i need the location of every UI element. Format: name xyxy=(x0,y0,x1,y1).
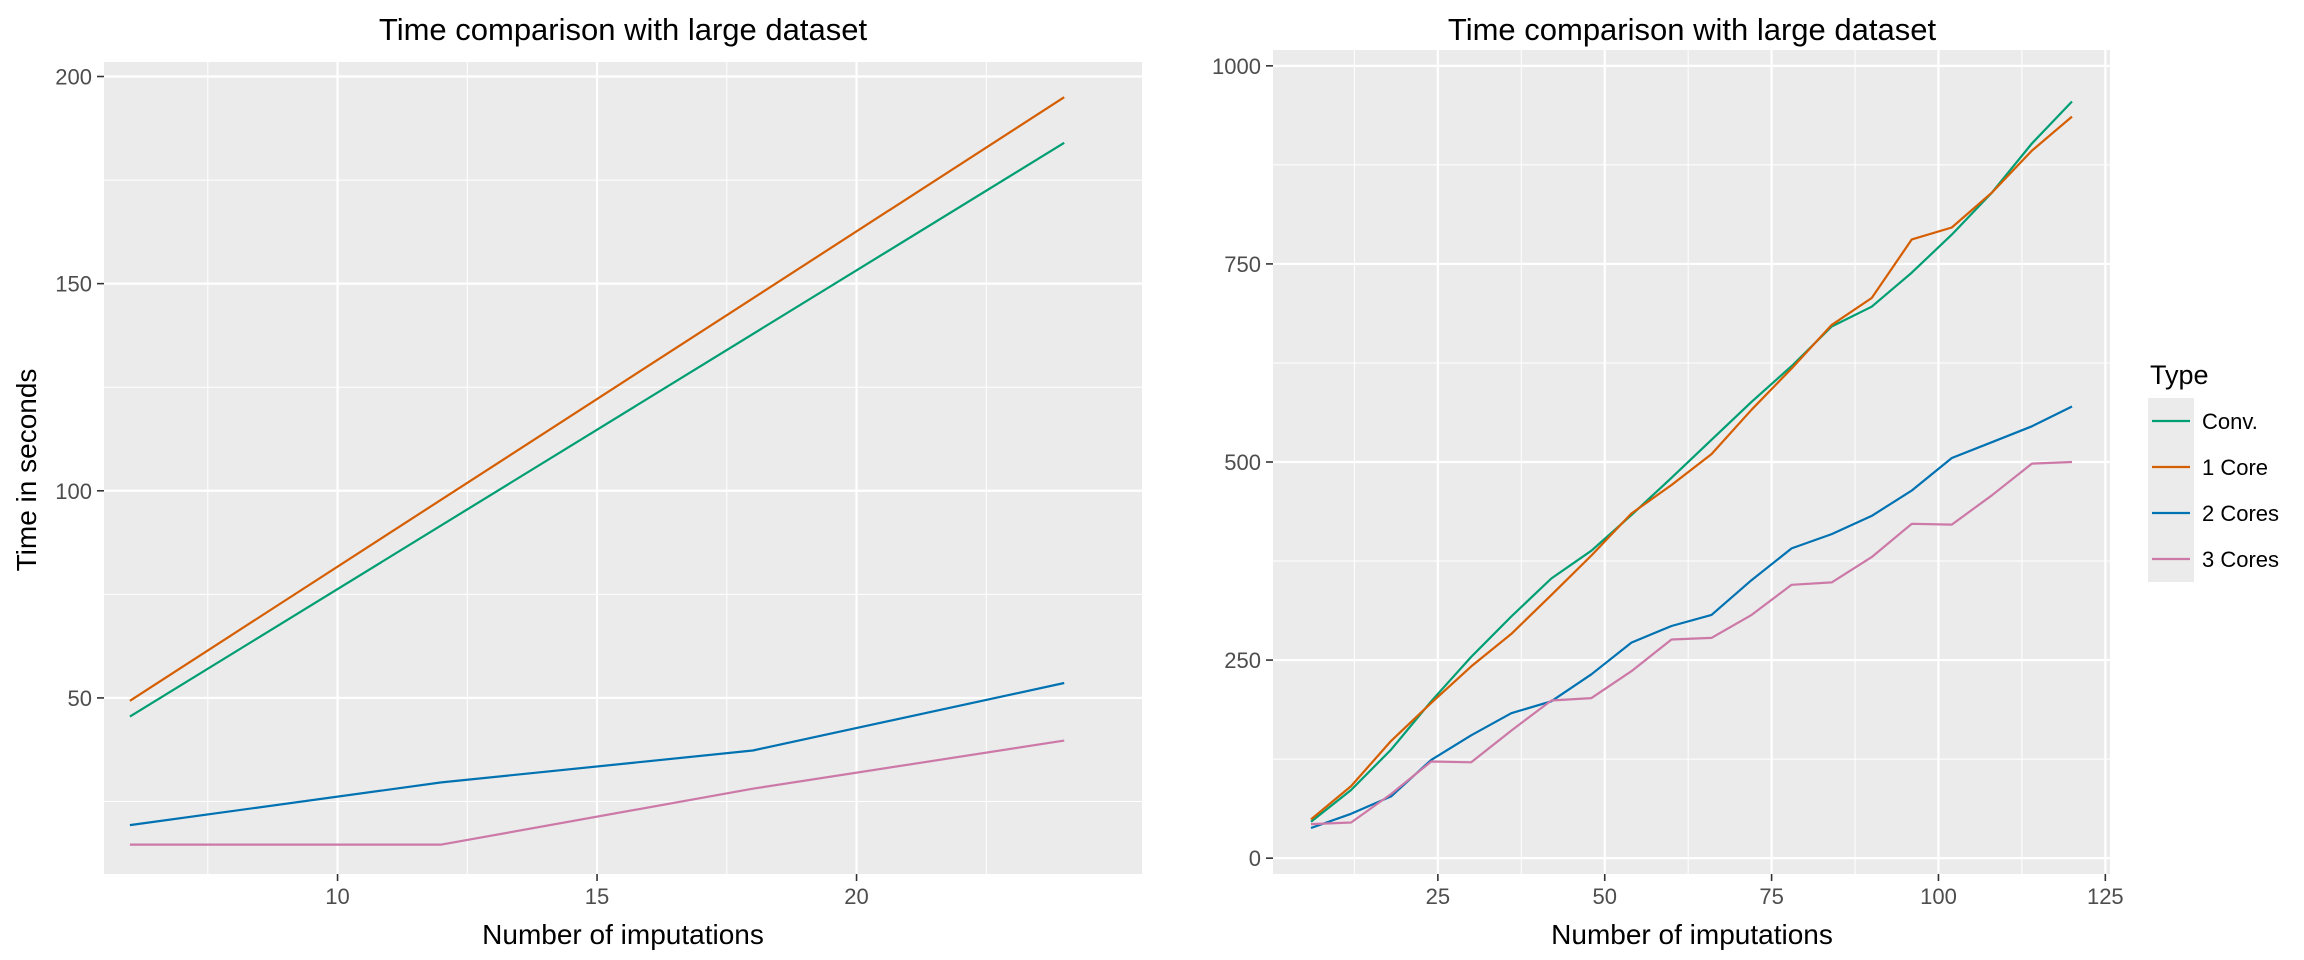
legend-entry-label: 1 Core xyxy=(2202,455,2268,480)
legend-entry-label: Conv. xyxy=(2202,409,2258,434)
left-chart-series-2-cores xyxy=(129,681,1065,827)
right-chart-grid xyxy=(1273,50,2110,874)
left-chart-x-tick-label: 10 xyxy=(325,884,349,909)
left-chart-series-conv xyxy=(129,141,1065,718)
legend-title: Type xyxy=(2150,360,2209,390)
right-chart-x-tick-label: 100 xyxy=(1920,884,1957,909)
legend-entry-label: 3 Cores xyxy=(2202,547,2279,572)
right-chart-series-1-core xyxy=(1310,115,2073,821)
right-chart-y-tick-label: 0 xyxy=(1249,846,1261,871)
left-chart-x-axis-label: Number of imputations xyxy=(482,919,764,950)
left-chart-plot-background xyxy=(104,62,1142,874)
right-chart-x-tick-label: 125 xyxy=(2087,884,2124,909)
right-chart-title: Time comparison with large dataset xyxy=(1448,12,1937,47)
right-chart-y-tick-label: 1000 xyxy=(1212,54,1261,79)
left-chart-title: Time comparison with large dataset xyxy=(379,12,868,47)
left-chart-y-tick-label: 150 xyxy=(55,272,92,297)
right-chart-x-axis-label: Number of imputations xyxy=(1551,919,1833,950)
left-chart-y-tick-label: 100 xyxy=(55,479,92,504)
legend: Type Conv. 1 Core 2 Cores 3 Cores xyxy=(2148,360,2279,582)
left-chart-y-axis-label: Time in seconds xyxy=(11,369,42,572)
right-chart-x-tick-label: 75 xyxy=(1759,884,1783,909)
right-chart-series-conv xyxy=(1310,100,2073,823)
left-chart-x-tick-label: 15 xyxy=(585,884,609,909)
right-chart-x-tick-label: 50 xyxy=(1592,884,1616,909)
left-chart-grid xyxy=(104,62,1142,874)
left-chart-y-tick-label: 200 xyxy=(55,65,92,90)
right-chart-y-tick-label: 500 xyxy=(1224,450,1261,475)
left-chart-x-tick-label: 20 xyxy=(844,884,868,909)
left-chart-series-1-core xyxy=(129,96,1065,702)
left-chart-y-tick-label: 50 xyxy=(68,686,92,711)
legend-entry-label: 2 Cores xyxy=(2202,501,2279,526)
right-chart-x-tick-label: 25 xyxy=(1426,884,1450,909)
right-chart-series-2-cores xyxy=(1310,405,2073,830)
left-chart-panel: Time comparison with large dataset Numbe… xyxy=(11,12,1142,950)
right-chart-y-tick-label: 250 xyxy=(1224,648,1261,673)
left-chart-series-3-cores xyxy=(129,739,1065,846)
right-chart-y-tick-label: 750 xyxy=(1224,252,1261,277)
right-chart-series-3-cores xyxy=(1310,460,2073,826)
right-chart-panel: Time comparison with large dataset Numbe… xyxy=(1212,12,2124,950)
